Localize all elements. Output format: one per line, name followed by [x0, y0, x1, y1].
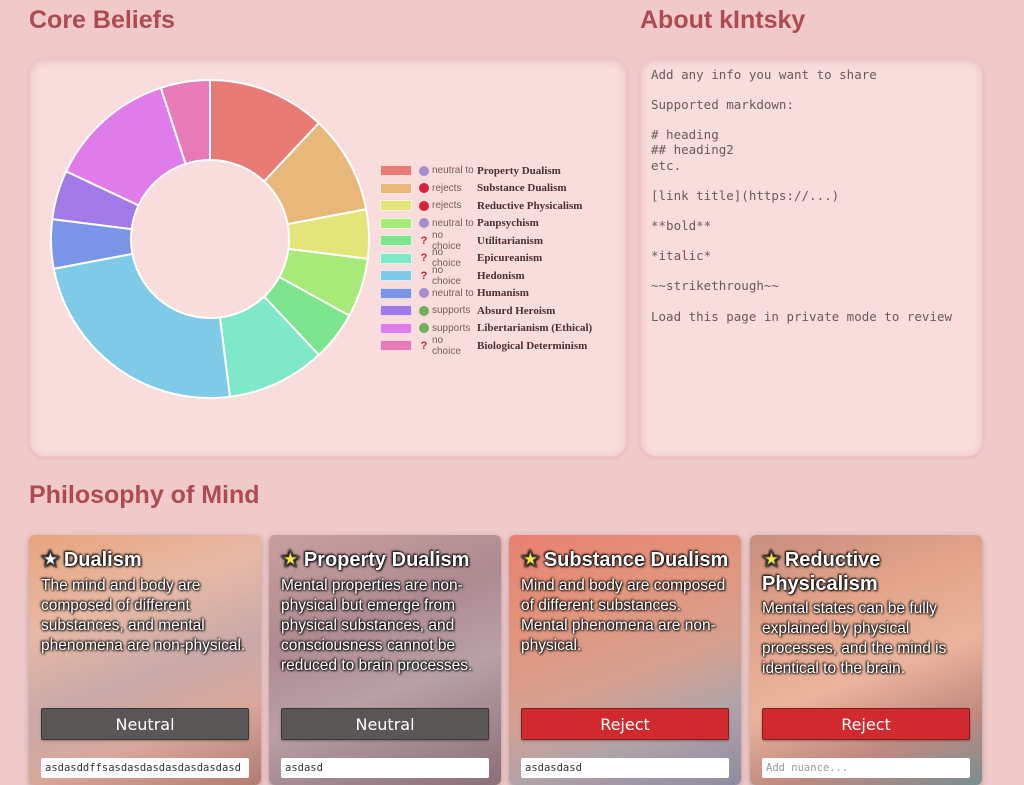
beliefs-donut-chart [50, 78, 370, 399]
card-background-image [29, 535, 261, 785]
belief-card-reductive-physicalism: ★ Reductive Physicalism Mental states can … [750, 535, 982, 785]
legend-stance: neutral to [432, 287, 474, 299]
stance-dot-icon [419, 200, 429, 211]
nuance-input[interactable] [41, 758, 249, 778]
legend-label: Hedonism [477, 269, 525, 282]
legend-label: Humanism [477, 287, 529, 300]
about-title: About kIntsky [640, 6, 806, 34]
card-title-text: Dualism [63, 549, 142, 571]
card-background-image [269, 535, 501, 785]
philosophy-of-mind-title: Philosophy of Mind [29, 481, 260, 509]
legend-item[interactable]: supports Libertarianism (Ethical) [380, 320, 592, 338]
legend-item[interactable]: ? no choice Biological Determinism [380, 334, 592, 357]
card-description: Mental states can be fully explained by … [762, 600, 947, 677]
card-title: ★ Reductive Physicalism [762, 548, 974, 596]
legend-item[interactable]: rejects Reductive Physicalism [380, 197, 592, 215]
card-description: Mind and body are composed of different … [521, 577, 726, 654]
nuance-input[interactable] [281, 758, 489, 778]
stance-button[interactable]: Neutral [281, 708, 489, 740]
legend-label: Property Dualism [477, 164, 561, 177]
stance-dot-icon [419, 305, 429, 316]
legend-item[interactable]: neutral to Panpsychism [380, 215, 592, 233]
legend-swatch [380, 270, 412, 282]
legend-stance: rejects [432, 200, 462, 212]
star-icon[interactable]: ★ [521, 548, 540, 572]
belief-card-dualism: ★ Dualism The mind and body are composed o… [29, 535, 261, 785]
core-beliefs-panel: neutral to Property Dualism rejects Substan… [29, 58, 627, 457]
star-icon[interactable]: ★ [41, 548, 60, 572]
card-title-text: Property Dualism [303, 549, 470, 571]
legend-label: Panpsychism [477, 217, 539, 230]
stance-button[interactable]: Reject [521, 708, 729, 740]
belief-card-property-dualism: ★ Property Dualism Mental properties are n… [269, 535, 501, 785]
legend-stance: no choice [432, 334, 461, 357]
donut-slice-biological-determinism[interactable] [159, 78, 211, 166]
legend-stance: supports [432, 322, 471, 334]
card-title: ★ Substance Dualism [521, 548, 733, 572]
stance-dot-icon [419, 183, 429, 194]
legend-item[interactable]: neutral to Humanism [380, 285, 592, 303]
card-description: The mind and body are composed of differ… [41, 577, 246, 654]
stance-button[interactable]: Neutral [41, 708, 249, 740]
legend-item[interactable]: neutral to Property Dualism [380, 162, 592, 180]
about-panel: Add any info you want to share Supported… [640, 58, 983, 457]
legend-stance: no choice [432, 247, 461, 270]
donut-slice-hedonism[interactable] [52, 252, 232, 399]
legend-label: Libertarianism (Ethical) [477, 322, 593, 335]
nuance-input[interactable] [521, 758, 729, 778]
legend-item[interactable]: ? no choice Utilitarianism [380, 229, 592, 252]
stance-button[interactable]: Reject [762, 708, 970, 740]
question-icon: ? [420, 252, 428, 265]
legend-item[interactable]: rejects Substance Dualism [380, 180, 592, 198]
legend-stance: neutral to [432, 165, 474, 177]
legend-swatch [380, 217, 412, 229]
legend-item[interactable]: ? no choice Epicureanism [380, 247, 592, 270]
legend-swatch [380, 305, 412, 317]
legend-item[interactable]: ? no choice Hedonism [380, 264, 592, 287]
beliefs-legend: neutral to Property Dualism rejects Substan… [380, 162, 592, 357]
legend-swatch [380, 165, 412, 177]
card-title-text: Reductive Physicalism [762, 549, 881, 595]
belief-card-substance-dualism: ★ Substance Dualism Mind and body are comp… [509, 535, 741, 785]
question-icon: ? [420, 234, 428, 247]
legend-swatch [380, 182, 412, 194]
card-background-image [509, 535, 741, 785]
legend-stance: supports [432, 305, 471, 317]
legend-swatch [380, 287, 412, 299]
legend-label: Utilitarianism [477, 234, 543, 247]
legend-stance: rejects [432, 182, 462, 194]
legend-label: Epicureanism [477, 252, 543, 265]
card-background-image [750, 535, 982, 785]
legend-swatch [380, 252, 412, 264]
stance-dot-icon [419, 218, 429, 229]
legend-stance: no choice [432, 264, 461, 287]
core-beliefs-title: Core Beliefs [29, 6, 175, 34]
card-description: Mental properties are non-physical but e… [281, 577, 473, 674]
legend-label: Absurd Heroism [477, 304, 556, 317]
legend-label: Reductive Physicalism [477, 199, 583, 212]
question-icon: ? [420, 269, 428, 282]
legend-item[interactable]: supports Absurd Heroism [380, 302, 592, 320]
about-text: Add any info you want to share Supported… [651, 67, 953, 324]
star-icon[interactable]: ★ [762, 548, 781, 572]
question-icon: ? [420, 339, 428, 352]
legend-swatch [380, 322, 412, 334]
legend-swatch [380, 340, 412, 352]
legend-label: Substance Dualism [477, 182, 567, 195]
star-icon[interactable]: ★ [281, 548, 300, 572]
nuance-input[interactable] [762, 758, 970, 778]
legend-stance: neutral to [432, 217, 474, 229]
stance-dot-icon [419, 165, 429, 176]
legend-swatch [380, 235, 412, 247]
card-title: ★ Property Dualism [281, 548, 493, 572]
legend-stance: no choice [432, 229, 461, 252]
stance-dot-icon [419, 288, 429, 299]
card-title: ★ Dualism [41, 548, 253, 572]
legend-label: Biological Determinism [477, 339, 588, 352]
stance-dot-icon [419, 323, 429, 334]
card-title-text: Substance Dualism [543, 549, 729, 571]
legend-swatch [380, 200, 412, 212]
